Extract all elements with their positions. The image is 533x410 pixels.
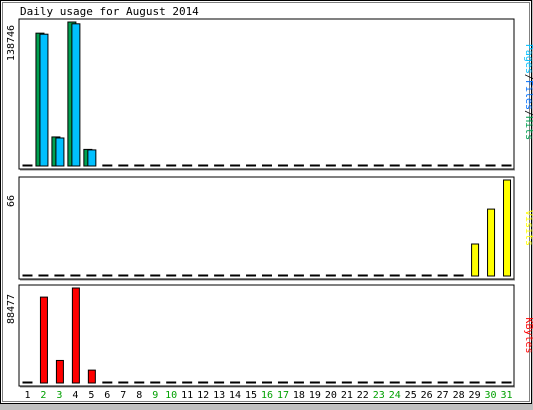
day-label-7: 7 — [120, 390, 126, 401]
legend-visits: Visits — [523, 210, 533, 246]
day-label-31: 31 — [500, 390, 512, 401]
bar-visits-visits-day-29 — [471, 243, 480, 277]
legend-entry-visits-0: Visits — [523, 210, 533, 246]
day-label-9: 9 — [152, 390, 158, 401]
bar-kbytes-kbytes-day-4 — [71, 287, 80, 384]
day-label-15: 15 — [245, 390, 257, 401]
bar-pages-files-hits-files-day-3 — [55, 137, 65, 167]
legend-entry-pages-files-hits-2: Files — [523, 80, 533, 110]
panel-visits: 66 Visits — [6, 176, 533, 281]
bar-visits-visits-day-31 — [503, 179, 512, 277]
day-label-1: 1 — [24, 390, 30, 401]
legend-entry-pages-files-hits-3: / — [523, 110, 533, 116]
day-label-21: 21 — [341, 390, 353, 401]
day-label-14: 14 — [229, 390, 241, 401]
y-max-label-kbytes: 88477 — [6, 294, 17, 324]
day-label-22: 22 — [357, 390, 369, 401]
day-labels: 1 2 3 4 5 6 7 8 9 10 11 12 13 14 15 16 17 18 19 20 21 22 23 24 2… — [24, 390, 512, 401]
panel-frame-visits — [18, 176, 515, 280]
day-label-10: 10 — [165, 390, 177, 401]
chart-title: Daily usage for August 2014 — [20, 5, 199, 18]
panels-layer: 138746 Pages/Files/Hits66Visits88477KByte… — [6, 18, 533, 388]
y-max-label-pages-files-hits: 138746 — [6, 25, 17, 61]
panel-pages-files-hits: 138746 Pages/Files/Hits — [6, 18, 533, 171]
day-label-5: 5 — [88, 390, 94, 401]
day-label-3: 3 — [56, 390, 62, 401]
day-label-8: 8 — [136, 390, 142, 401]
bar-kbytes-kbytes-day-3 — [55, 359, 64, 384]
legend-entry-pages-files-hits-4: Hits — [523, 116, 533, 140]
bar-pages-files-hits-files-day-2 — [39, 33, 49, 167]
day-label-16: 16 — [261, 390, 273, 401]
day-label-23: 23 — [373, 390, 385, 401]
day-label-26: 26 — [421, 390, 433, 401]
day-label-29: 29 — [469, 390, 481, 401]
bar-pages-files-hits-files-day-4 — [71, 23, 81, 167]
day-label-12: 12 — [197, 390, 209, 401]
legend-pages-files-hits: Pages/Files/Hits — [523, 44, 533, 140]
day-label-24: 24 — [389, 390, 401, 401]
legend-entry-pages-files-hits-1: / — [523, 74, 533, 80]
day-label-20: 20 — [325, 390, 337, 401]
day-label-13: 13 — [213, 390, 225, 401]
panel-kbytes: 88477 KBytes — [6, 284, 533, 388]
legend-entry-kbytes-0: KBytes — [523, 317, 533, 353]
day-label-25: 25 — [405, 390, 417, 401]
bar-visits-visits-day-30 — [487, 208, 496, 277]
legend-kbytes: KBytes — [523, 317, 533, 353]
bar-kbytes-kbytes-day-2 — [39, 296, 48, 384]
bar-kbytes-kbytes-day-5 — [87, 369, 96, 384]
bar-pages-files-hits-files-day-5 — [87, 149, 97, 167]
day-label-27: 27 — [437, 390, 449, 401]
day-label-6: 6 — [104, 390, 110, 401]
day-label-2: 2 — [40, 390, 46, 401]
day-label-4: 4 — [72, 390, 78, 401]
day-label-19: 19 — [309, 390, 321, 401]
day-label-11: 11 — [181, 390, 193, 401]
panel-frame-pages-files-hits — [18, 18, 515, 170]
day-label-18: 18 — [293, 390, 305, 401]
day-label-30: 30 — [485, 390, 497, 401]
legend-entry-pages-files-hits-0: Pages — [523, 44, 533, 74]
panel-frame-kbytes — [18, 284, 515, 387]
day-label-28: 28 — [453, 390, 465, 401]
day-label-17: 17 — [277, 390, 289, 401]
y-max-label-visits: 66 — [6, 195, 17, 207]
